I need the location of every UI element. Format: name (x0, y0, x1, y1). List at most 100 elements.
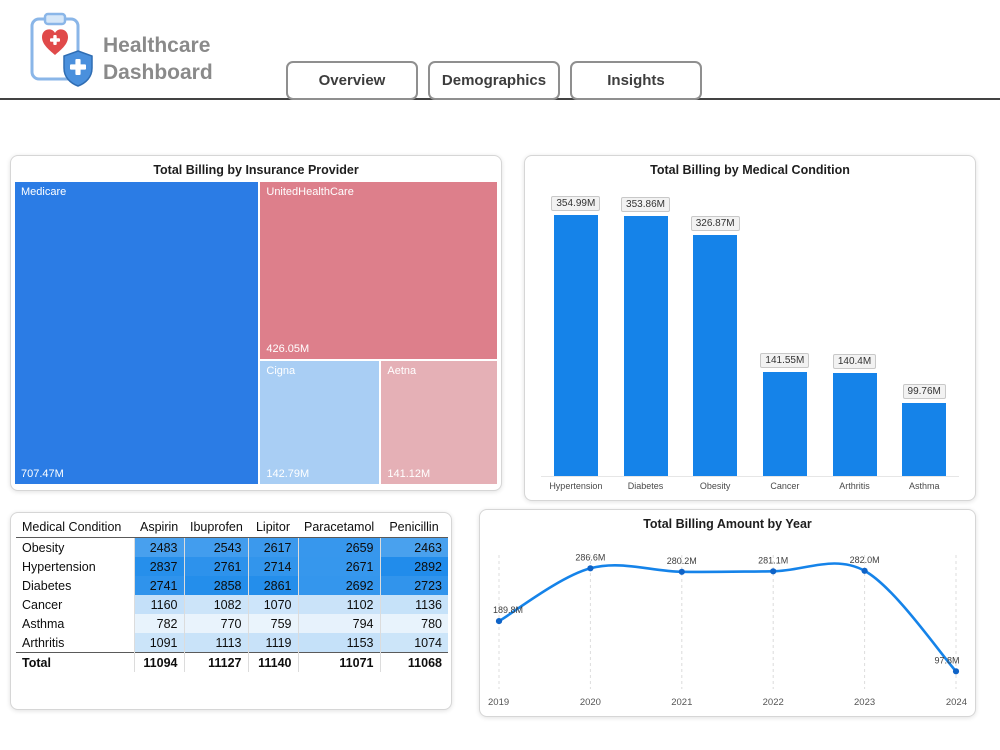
bar-column: 353.86M (611, 189, 681, 476)
tab-demographics[interactable]: Demographics (428, 61, 560, 100)
table-cell: 1074 (379, 633, 448, 653)
point-value-label: 97.8M (934, 655, 959, 665)
bar-asthma[interactable] (902, 402, 947, 476)
treemap-tile-value: 142.79M (266, 467, 310, 480)
bar-chart-plot: 354.99M 353.86M 326.87M 141.55M 140.4M 99.76M (541, 189, 959, 477)
medication-table: Medical Condition Aspirin Ibuprofen Lipitor… (16, 517, 448, 672)
point-value-label: 280.2M (667, 556, 697, 566)
bar-column: 354.99M (541, 189, 611, 476)
table-cell: 2741 (133, 576, 184, 595)
tab-insights[interactable]: Insights (570, 61, 702, 100)
bar-column: 140.4M (820, 189, 890, 476)
bar-obesity[interactable] (693, 235, 738, 476)
row-label: Diabetes (22, 578, 72, 593)
year-label: 2020 (580, 697, 601, 708)
table-row-diabetes: Diabetes 2741 2858 2861 2692 2723 (16, 576, 448, 595)
bar-category-label: Diabetes (627, 481, 664, 491)
table-cell: 782 (133, 614, 184, 633)
year-label: 2023 (854, 697, 875, 708)
table-cell: 11094 (133, 652, 184, 672)
treemap-title: Total Billing by Insurance Provider (153, 163, 359, 177)
table-header-lipitor: Lipitor (248, 517, 298, 538)
line-chart-title: Total Billing Amount by Year (643, 517, 812, 531)
bar-cancer[interactable] (762, 371, 807, 476)
table-header-penicillin: Penicillin (380, 517, 448, 538)
bar-diabetes[interactable] (623, 215, 668, 476)
app-header: Healthcare Dashboard Overview Demographi… (0, 0, 1000, 100)
treemap-tile-label: Medicare (21, 186, 67, 198)
line-chart: 189.8M 2019 286.6M 2020 280.2M 2021 281.1M 2022… (488, 552, 967, 708)
table-header-aspirin: Aspirin (134, 517, 184, 538)
year-label: 2021 (671, 697, 692, 708)
table-cell: 2714 (247, 557, 298, 576)
table-cell: 780 (379, 614, 448, 633)
table-row-asthma: Asthma 782 770 759 794 780 (16, 614, 448, 633)
table-cell: 2723 (379, 576, 448, 595)
data-point-2020[interactable] (587, 565, 594, 572)
bar-column: 99.76M (889, 189, 959, 476)
point-value-label: 189.8M (493, 605, 523, 615)
treemap-tile-label: Aetna (387, 365, 417, 378)
table-card: Medical Condition Aspirin Ibuprofen Lipitor… (10, 512, 452, 710)
nav-tabs: Overview Demographics Insights (286, 61, 702, 100)
bar-category-label: Cancer (770, 481, 800, 491)
table-row-arthritis: Arthritis 1091 1113 1119 1153 1074 (16, 633, 448, 653)
bar-value-label: 99.76M (902, 383, 946, 399)
data-point-2021[interactable] (678, 568, 685, 575)
table-cell: 11140 (247, 652, 298, 672)
treemap-tile-label: UnitedHealthCare (266, 186, 354, 198)
data-point-2022[interactable] (770, 568, 777, 575)
table-cell: 1082 (183, 595, 248, 614)
point-value-label: 286.6M (575, 552, 605, 562)
row-label: Arthritis (22, 635, 65, 650)
data-point-2023[interactable] (861, 567, 868, 574)
bar-value-label: 354.99M (551, 195, 601, 211)
table-cell: 11127 (183, 652, 248, 672)
year-label: 2024 (946, 697, 967, 708)
row-label: Obesity (22, 540, 65, 555)
app-logo-icon (30, 12, 93, 87)
table-row-hypertension: Hypertension 2837 2761 2714 2671 2892 (16, 557, 448, 576)
treemap-tile-cigna[interactable]: Cigna 142.79M (259, 360, 381, 485)
data-point-2019[interactable] (495, 618, 503, 625)
bar-arthritis[interactable] (832, 372, 877, 476)
billing-line (497, 562, 958, 673)
bar-chart-title: Total Billing by Medical Condition (650, 163, 850, 177)
table-cell: 1119 (247, 633, 298, 653)
bar-value-label: 326.87M (690, 216, 740, 232)
bar-value-label: 141.55M (760, 352, 810, 368)
table-cell: 2892 (379, 557, 448, 576)
treemap-tile-medicare[interactable]: Medicare 707.47M (14, 181, 260, 485)
table-cell: 2861 (247, 576, 298, 595)
table-cell: 1070 (247, 595, 298, 614)
row-label: Hypertension (22, 559, 96, 574)
table-row-total: Total 11094 11127 11140 11071 11068 (16, 652, 448, 672)
table-cell: 2483 (133, 537, 184, 557)
table-cell: 2692 (297, 576, 380, 595)
point-value-label: 281.1M (758, 555, 788, 565)
bar-chart-axis: Hypertension Diabetes Obesity Cancer Arthrit… (541, 481, 959, 491)
bar-category-label: Arthritis (839, 481, 870, 491)
bar-category-label: Hypertension (549, 481, 603, 491)
year-label: 2022 (763, 697, 784, 708)
bar-category-label: Obesity (699, 481, 731, 491)
bar-chart-card: Total Billing by Medical Condition 354.9… (524, 155, 976, 501)
table-cell: 1136 (379, 595, 448, 614)
bar-value-label: 140.4M (832, 353, 877, 369)
app-title-line1: Healthcare (103, 34, 211, 57)
treemap-tile-aetna[interactable]: Aetna 141.12M (380, 360, 498, 485)
treemap-card: Total Billing by Insurance Provider Medi… (10, 155, 502, 491)
bar-column: 141.55M (750, 189, 820, 476)
point-value-label: 282.0M (850, 555, 880, 565)
bar-hypertension[interactable] (553, 214, 598, 476)
treemap-tile-value: 707.47M (21, 468, 64, 480)
data-point-2024[interactable] (952, 668, 960, 675)
table-cell: 1160 (133, 595, 184, 614)
table-header-medical-condition: Medical Condition (16, 517, 134, 538)
table-cell: 794 (297, 614, 380, 633)
bar-category-label: Asthma (908, 481, 940, 491)
treemap-tile-label: Cigna (266, 365, 296, 378)
treemap-tile-unitedhealthcare[interactable]: UnitedHealthCare 426.05M (259, 181, 498, 361)
tab-overview[interactable]: Overview (286, 61, 418, 100)
table-cell: 2837 (133, 557, 184, 576)
